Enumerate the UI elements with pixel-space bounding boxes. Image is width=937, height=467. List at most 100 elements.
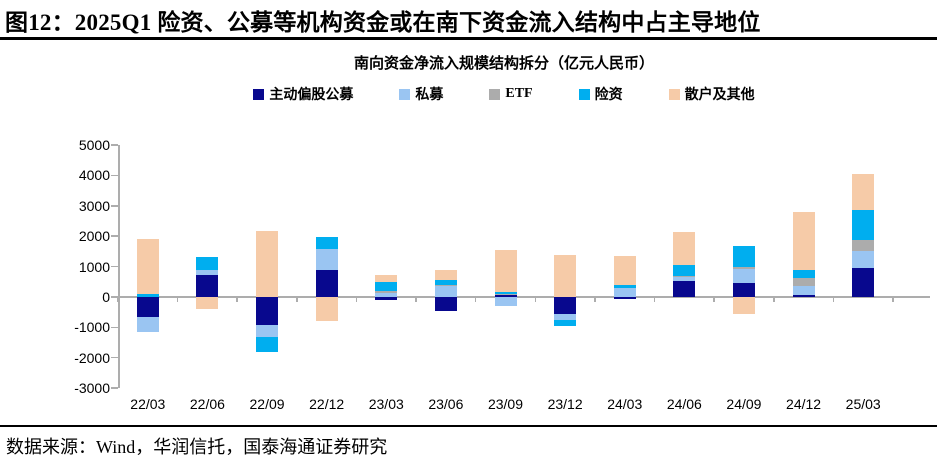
x-axis-tick (355, 296, 358, 302)
bar-segment (673, 231, 696, 266)
y-tick-label: 5000 (78, 137, 110, 153)
y-axis-tick (111, 174, 118, 177)
x-axis-tick (594, 296, 596, 302)
x-tick-label: 25/03 (845, 396, 881, 412)
x-tick-label: 23/03 (368, 396, 404, 412)
bar-segment (732, 282, 755, 297)
bar-segment (434, 284, 457, 286)
bar-segment (434, 285, 457, 297)
y-axis-tick (111, 144, 118, 146)
bar-segment (434, 270, 457, 281)
bar-segment (554, 296, 577, 314)
legend-item: 私募 (399, 84, 443, 104)
bar-segment (494, 295, 517, 297)
bar-segment (375, 282, 398, 292)
x-axis-tick (474, 296, 477, 302)
bar-segment (613, 256, 636, 286)
x-tick-label: 24/12 (786, 396, 822, 412)
x-axis-tick (773, 296, 775, 302)
figure-title: 图12：2025Q1 险资、公募等机构资金或在南下资金流入结构中占主导地位 (5, 10, 761, 35)
legend-color-swatch (253, 88, 265, 100)
y-tick-label: 3000 (78, 197, 110, 214)
x-tick-label: 24/03 (607, 396, 643, 412)
x-axis-tick (832, 296, 835, 302)
bar-segment (196, 275, 219, 297)
bar-segment (732, 269, 755, 283)
bar-segment (494, 291, 517, 294)
x-axis-tick (176, 296, 179, 302)
chart-legend: 主动偏股公募 私募 ETF 险资 散户及其他 (118, 84, 890, 104)
y-tick-label: -3000 (74, 380, 110, 396)
bar-segment (375, 296, 398, 300)
bar-segment (554, 254, 577, 297)
x-axis-tick (653, 296, 656, 302)
x-axis-tick (236, 296, 238, 302)
zero-line (118, 296, 930, 298)
bar-segment (494, 296, 517, 306)
legend-label: 主动偏股公募 (269, 88, 354, 103)
bar-segment (792, 212, 815, 271)
bar-segment (136, 238, 159, 295)
y-axis-tick (111, 296, 118, 298)
bar-segment (375, 292, 398, 297)
bar-segment (196, 269, 219, 275)
bar-segment (554, 313, 577, 320)
x-tick-label: 22/09 (249, 396, 285, 412)
bar-segment (375, 291, 398, 293)
y-tick-label: -2000 (74, 349, 110, 366)
data-source: 数据来源：Wind，华润信托，国泰海通证券研究 (6, 437, 388, 457)
x-tick-label: 22/06 (189, 396, 225, 412)
x-tick-label: 23/09 (487, 396, 524, 412)
bar-segment (554, 319, 577, 327)
bar-segment (792, 270, 815, 279)
y-axis-tick (111, 326, 118, 328)
x-tick-label: 23/06 (428, 396, 464, 412)
bar-segment (256, 230, 279, 297)
legend-color-swatch (578, 88, 590, 100)
x-axis-tick (117, 296, 119, 302)
bar-segment (136, 316, 159, 333)
bar-segment (852, 173, 875, 210)
bar-segment (256, 325, 279, 337)
legend-item: 主动偏股公募 (253, 84, 353, 104)
bar-segment (852, 209, 875, 241)
bar-segment (673, 265, 696, 277)
bar-segment (494, 250, 517, 292)
x-axis-tick (892, 296, 894, 302)
y-tick-label: 1000 (78, 258, 110, 275)
bar-segment (792, 286, 815, 296)
bar-segment (315, 269, 338, 297)
bar-segment (673, 277, 696, 282)
x-axis-tick (713, 296, 715, 302)
bar-segment (434, 280, 457, 285)
legend-label: ETF (505, 86, 533, 101)
source-divider (0, 425, 937, 427)
legend-label: 险资 (594, 88, 623, 103)
legend-label: 散户及其他 (684, 88, 755, 103)
legend-item: ETF (489, 86, 533, 102)
bar-segment (256, 336, 279, 352)
bar-segment (673, 281, 696, 297)
y-axis-tick (111, 235, 118, 237)
bar-segment (732, 296, 755, 315)
bar-segment (315, 248, 338, 270)
y-tick-label: 0 (102, 288, 110, 305)
bar-segment (613, 285, 636, 289)
legend-color-swatch (399, 88, 411, 100)
title-divider (0, 37, 937, 40)
bar-segment (852, 240, 875, 251)
bar-segment (852, 250, 875, 269)
bar-segment (434, 296, 457, 311)
bar-segment (196, 257, 219, 270)
x-tick-label: 24/06 (666, 396, 702, 412)
x-axis-tick (415, 296, 417, 302)
x-tick-label: 22/03 (130, 396, 166, 412)
bar-segment (732, 246, 755, 267)
bar-segment (613, 296, 636, 299)
bar-segment (196, 296, 219, 310)
y-axis-tick (111, 387, 118, 389)
bar-segment (315, 296, 338, 322)
bar-segment (136, 296, 159, 317)
